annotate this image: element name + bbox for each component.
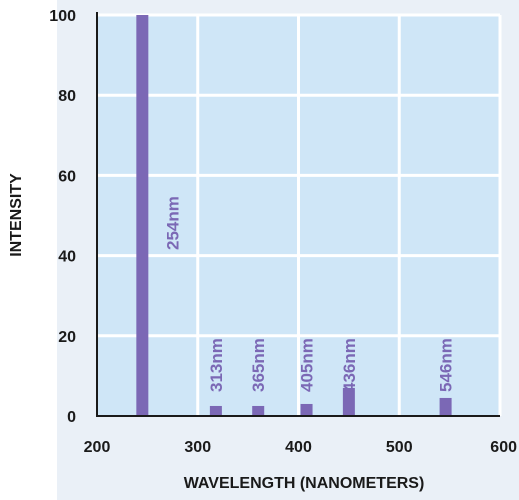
bar-label: 405nm [298,338,317,392]
y-tick-label: 20 [58,329,76,346]
bar [209,405,222,416]
x-tick-label: 400 [285,439,312,456]
bar-label: 365nm [249,338,268,392]
bar-label: 546nm [437,338,456,392]
y-tick-label: 80 [58,88,76,105]
bar-label: 254nm [163,196,182,250]
bar [252,405,265,416]
x-tick-label: 500 [386,439,413,456]
bar-labels: 254nm 313nm 365nm 405nm 436nm 546nm [163,196,455,392]
bar-label: 313nm [207,338,226,392]
y-tick-label: 60 [58,168,76,185]
x-axis-title: WAVELENGTH (NANOMETERS) [184,475,425,492]
bar [439,397,452,416]
bar-label: 436nm [340,338,359,392]
bars [136,15,452,416]
y-tick-label: 0 [67,409,76,426]
bar [342,387,355,416]
bar [300,403,313,416]
x-tick-label: 300 [184,439,211,456]
y-axis-title: INTENSITY [8,173,25,257]
y-tick-labels: 0 20 40 60 80 100 [49,8,76,426]
x-tick-label: 600 [490,439,517,456]
x-tick-labels: 200 300 400 500 600 [84,439,517,456]
y-tick-label: 40 [58,249,76,266]
grid-lines [97,13,502,416]
y-tick-label: 100 [49,8,76,25]
x-tick-label: 200 [84,439,111,456]
bar [136,15,149,416]
